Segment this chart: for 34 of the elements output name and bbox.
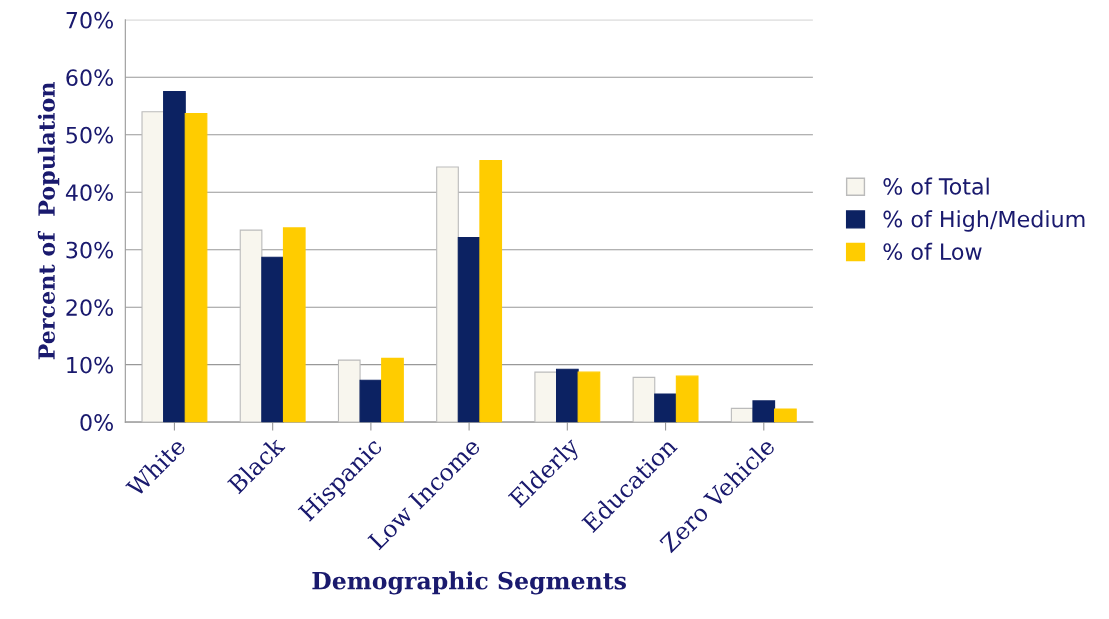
bar (457, 237, 481, 423)
y-tick-label: 20% (66, 299, 113, 316)
bar (282, 227, 306, 423)
bar (359, 379, 383, 423)
y-tick-label: 30% (66, 241, 113, 259)
bar (381, 357, 404, 423)
bar (184, 112, 208, 423)
bar (261, 256, 285, 423)
y-tick-label: 40% (65, 184, 113, 201)
bar (436, 166, 459, 423)
bar (337, 359, 361, 423)
y-axis-title: Percent of Population (37, 82, 60, 360)
y-tick-label: 0% (80, 414, 113, 431)
legend-label: % of High/Medium (883, 210, 1085, 232)
y-tick-label: 50% (66, 126, 113, 144)
bar (752, 400, 776, 423)
bar (141, 111, 165, 423)
bar (675, 375, 699, 423)
y-tick-label: 70% (66, 11, 113, 29)
bar (239, 229, 263, 423)
bar (479, 160, 503, 423)
y-tick-label: 60% (66, 69, 113, 87)
bar (654, 393, 677, 423)
bar (555, 368, 579, 423)
bar (632, 376, 656, 423)
bar (774, 408, 797, 423)
bar (730, 407, 754, 423)
legend-label: % of Total (883, 177, 989, 195)
bar (577, 371, 601, 423)
bar (163, 91, 186, 423)
y-tick-label: 10% (67, 356, 113, 374)
x-axis-title: Demographic Segments (312, 571, 626, 595)
legend-label: % of Low (883, 242, 982, 261)
bar (534, 371, 558, 423)
